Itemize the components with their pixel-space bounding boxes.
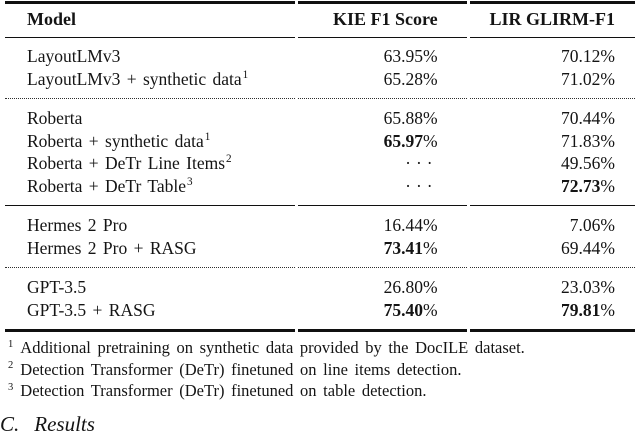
lir-value-cell: 49.56% <box>561 153 615 173</box>
table-row: Roberta + synthetic data1 65.97% 71.83% <box>5 130 635 153</box>
kie-value-cell: 75.40% <box>298 299 467 332</box>
footnote: 1 Additional pretraining on synthetic dat… <box>8 337 640 359</box>
lir-value-cell: 70.12% <box>561 46 615 66</box>
table-row: Roberta + DeTr Table3 ··· 72.73% <box>5 175 635 206</box>
kie-value-cell: 16.44% <box>298 205 467 237</box>
lir-value-cell: 70.44% <box>469 98 635 130</box>
model-cell: Hermes 2 Pro + RASG <box>27 237 197 258</box>
footnote-reference: 3 <box>187 175 193 188</box>
lir-value-cell: 79.81% <box>469 299 635 332</box>
kie-value-cell: 65.88% <box>298 98 467 130</box>
footnote-text: Additional pretraining on synthetic data… <box>20 338 525 357</box>
kie-value-cell: 73.41% <box>383 237 438 258</box>
table-row: Roberta + DeTr Line Items2 ··· 49.56% <box>5 152 635 175</box>
section-heading: C. Results <box>0 412 640 433</box>
kie-value-cell: ··· <box>405 175 438 196</box>
results-table: Model KIE F1 Score LIR GLIRM-F1 LayoutLM… <box>2 1 638 332</box>
table-row: Hermes 2 Pro + RASG 73.41% 69.44% <box>5 237 635 268</box>
table-row: LayoutLMv3 63.95% 70.12% <box>5 38 635 68</box>
footnote-reference: 2 <box>226 153 232 166</box>
model-cell: GPT-3.5 <box>5 267 296 299</box>
table-row: Hermes 2 Pro 16.44% 7.06% <box>5 205 635 237</box>
footnote-marker: 2 <box>8 360 14 371</box>
kie-value-cell: 65.97% <box>383 130 438 151</box>
footnote-text: Detection Transformer (DeTr) finetuned o… <box>20 381 427 400</box>
table-header-row: Model KIE F1 Score LIR GLIRM-F1 <box>5 1 635 38</box>
footnote-reference: 1 <box>204 130 211 143</box>
table-row: LayoutLMv3 + synthetic data1 65.28% 71.02% <box>5 68 635 99</box>
lir-value-cell: 71.02% <box>561 68 615 89</box>
table-row: Roberta 65.88% 70.44% <box>5 98 635 130</box>
model-cell: LayoutLMv3 <box>27 46 121 66</box>
footnote: 2 Detection Transformer (DeTr) finetuned … <box>8 359 640 381</box>
model-cell: GPT-3.5 + RASG <box>5 299 296 332</box>
kie-value-cell: 63.95% <box>383 46 438 66</box>
lir-value-cell: 69.44% <box>561 237 615 258</box>
footnote-reference: 1 <box>242 68 249 81</box>
lir-value-cell: 71.83% <box>561 130 615 151</box>
model-cell: Hermes 2 Pro <box>5 205 296 237</box>
model-cell: Roberta + DeTr Table3 <box>27 175 193 196</box>
lir-value-cell: 72.73% <box>561 175 615 196</box>
table-row: GPT-3.5 26.80% 23.03% <box>5 267 635 299</box>
footnotes: 1 Additional pretraining on synthetic dat… <box>8 337 640 402</box>
model-cell: LayoutLMv3 + synthetic data1 <box>27 68 249 89</box>
model-cell: Roberta <box>5 98 296 130</box>
kie-value-cell: ··· <box>405 153 438 173</box>
lir-value-cell: 23.03% <box>469 267 635 299</box>
model-cell: Roberta + synthetic data1 <box>27 130 211 151</box>
footnote-marker: 3 <box>8 381 14 393</box>
model-cell: Roberta + DeTr Line Items2 <box>27 153 232 173</box>
results-table-body: LayoutLMv3 63.95% 70.12% LayoutLMv3 + synth… <box>5 38 635 332</box>
section-title: Results <box>34 411 95 433</box>
column-header-model: Model <box>5 1 296 38</box>
kie-value-cell: 26.80% <box>298 267 467 299</box>
footnote-marker: 1 <box>8 338 14 350</box>
column-header-lir-glirm-f1: LIR GLIRM-F1 <box>469 1 635 38</box>
table-row: GPT-3.5 + RASG 75.40% 79.81% <box>5 299 635 332</box>
lir-value-cell: 7.06% <box>469 205 635 237</box>
kie-value-cell: 65.28% <box>383 68 438 89</box>
footnote: 3 Detection Transformer (DeTr) finetuned … <box>8 380 640 402</box>
section-number: C. <box>0 411 20 433</box>
footnote-text: Detection Transformer (DeTr) finetuned o… <box>20 359 462 379</box>
column-header-kie-f1-score: KIE F1 Score <box>298 1 467 38</box>
